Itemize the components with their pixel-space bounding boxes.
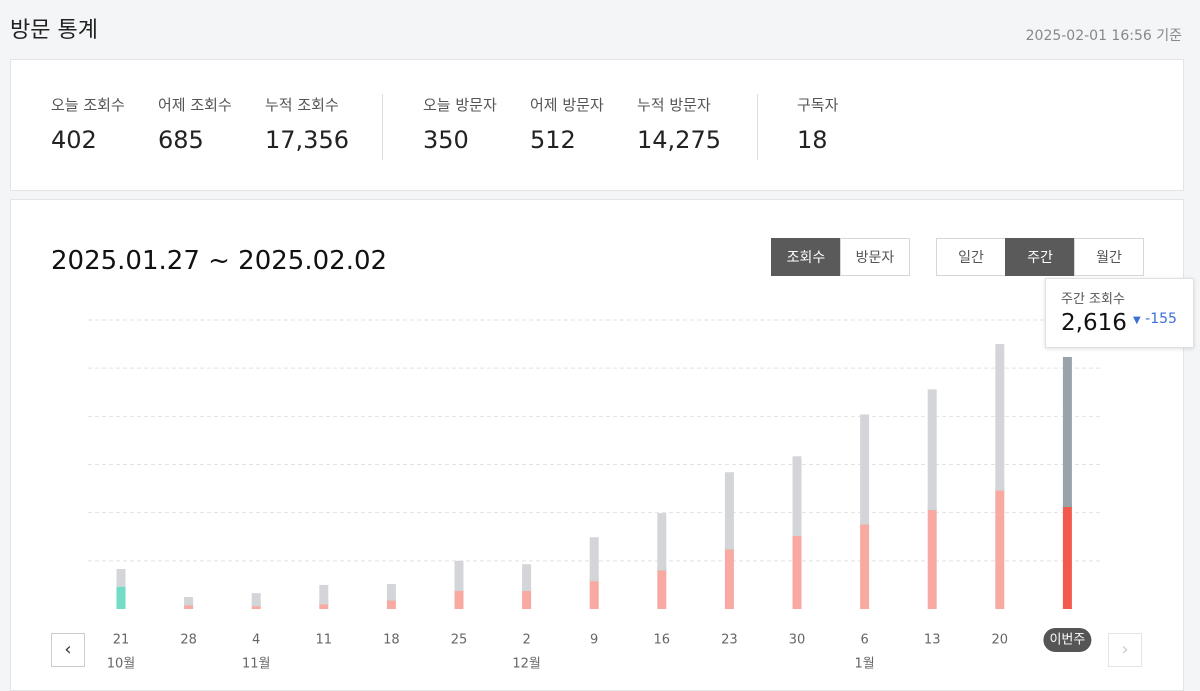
bar-segment bbox=[860, 414, 870, 525]
stat-value: 350 bbox=[423, 126, 469, 154]
prev-button[interactable]: ‹ bbox=[51, 633, 85, 667]
bar-segment bbox=[522, 564, 532, 591]
month-label: 10월 bbox=[107, 657, 136, 672]
stat-value: 14,275 bbox=[637, 126, 721, 154]
stat-label: 어제 방문자 bbox=[530, 96, 604, 114]
x-tick-label: 21 bbox=[113, 633, 130, 648]
month-label: 1월 bbox=[854, 657, 874, 672]
range-title: 2025.01.27 ~ 2025.02.02 bbox=[51, 246, 388, 276]
next-button[interactable]: › bbox=[1108, 633, 1142, 667]
x-tick-label: 13 bbox=[924, 633, 941, 648]
tooltip-change: ▼ -155 bbox=[1133, 311, 1177, 327]
bar-segment bbox=[1062, 356, 1072, 507]
bar-segment bbox=[657, 570, 667, 609]
x-tick-label: 9 bbox=[590, 633, 598, 648]
page-title: 방문 통계 bbox=[10, 18, 98, 43]
tab[interactable]: 주간 bbox=[1005, 238, 1075, 276]
bar-segment bbox=[522, 590, 532, 609]
bar-segment bbox=[319, 604, 329, 609]
x-tick-label: 2 bbox=[522, 633, 530, 648]
x-tick-label: 25 bbox=[451, 633, 468, 648]
bar-segment bbox=[792, 535, 802, 609]
tooltip: 주간 조회수 2,616 ▼ -155 bbox=[1045, 278, 1194, 348]
bar-segment bbox=[657, 513, 667, 571]
bar-segment bbox=[724, 549, 734, 609]
bar-segment bbox=[454, 560, 464, 591]
bar-segment bbox=[184, 605, 194, 609]
tab[interactable]: 방문자 bbox=[840, 238, 910, 276]
bar-segment bbox=[116, 569, 126, 587]
stat-value: 685 bbox=[158, 126, 204, 154]
stat-label: 누적 조회수 bbox=[265, 96, 339, 114]
bar-segment bbox=[386, 600, 396, 609]
x-tick-label: 20 bbox=[992, 633, 1009, 648]
bar-segment bbox=[319, 584, 329, 605]
bar-segment bbox=[589, 537, 599, 582]
x-tick-label: 28 bbox=[180, 633, 197, 648]
month-label: 12월 bbox=[512, 657, 541, 672]
divider bbox=[382, 94, 383, 160]
x-tick-label: 4 bbox=[252, 633, 260, 648]
bar-segment bbox=[251, 606, 261, 609]
stat-label: 오늘 조회수 bbox=[51, 96, 125, 114]
tab[interactable]: 일간 bbox=[936, 238, 1006, 276]
tab[interactable]: 조회수 bbox=[771, 238, 841, 276]
bar-segment bbox=[995, 344, 1005, 491]
divider bbox=[757, 94, 758, 160]
x-tick-label: 16 bbox=[654, 633, 671, 648]
current-badge bbox=[1043, 628, 1092, 652]
stat-label: 누적 방문자 bbox=[637, 96, 711, 114]
x-tick-label: 6 bbox=[860, 633, 868, 648]
bar-segment bbox=[251, 593, 261, 607]
stat-value: 512 bbox=[530, 126, 576, 154]
bar-segment bbox=[1062, 506, 1072, 609]
x-tick-label: 18 bbox=[383, 633, 400, 648]
stat-value: 18 bbox=[797, 126, 828, 154]
tooltip-label: 주간 조회수 bbox=[1061, 292, 1125, 307]
x-tick-label: 11 bbox=[316, 633, 333, 648]
change-value: -155 bbox=[1145, 311, 1177, 327]
timestamp: 2025-02-01 16:56 기준 bbox=[1025, 28, 1182, 44]
bar-segment bbox=[116, 586, 126, 609]
tab[interactable]: 월간 bbox=[1074, 238, 1144, 276]
bar-segment bbox=[724, 472, 734, 550]
x-tick-label: 30 bbox=[789, 633, 806, 648]
bar-segment bbox=[927, 389, 937, 510]
x-tick-label: 23 bbox=[721, 633, 738, 648]
bar-segment bbox=[386, 583, 396, 601]
stat-label: 구독자 bbox=[797, 96, 839, 114]
bar-segment bbox=[454, 590, 464, 609]
bar-segment bbox=[589, 581, 599, 609]
stat-value: 17,356 bbox=[265, 126, 349, 154]
stat-value: 402 bbox=[51, 126, 97, 154]
stat-label: 오늘 방문자 bbox=[423, 96, 497, 114]
x-tick-label: 이번주 bbox=[1049, 633, 1085, 648]
bar-segment bbox=[995, 490, 1005, 609]
bar-segment bbox=[860, 524, 870, 609]
bar-segment bbox=[184, 596, 194, 606]
tooltip-value: 2,616 bbox=[1061, 310, 1127, 336]
bar-segment bbox=[927, 509, 937, 609]
stats-card: 오늘 조회수 402 어제 조회수 685 누적 조회수 17,356 오늘 방문자 350 어… bbox=[10, 59, 1184, 191]
stat-label: 어제 조회수 bbox=[158, 96, 232, 114]
bar-segment bbox=[792, 456, 802, 536]
month-label: 11월 bbox=[242, 657, 271, 672]
